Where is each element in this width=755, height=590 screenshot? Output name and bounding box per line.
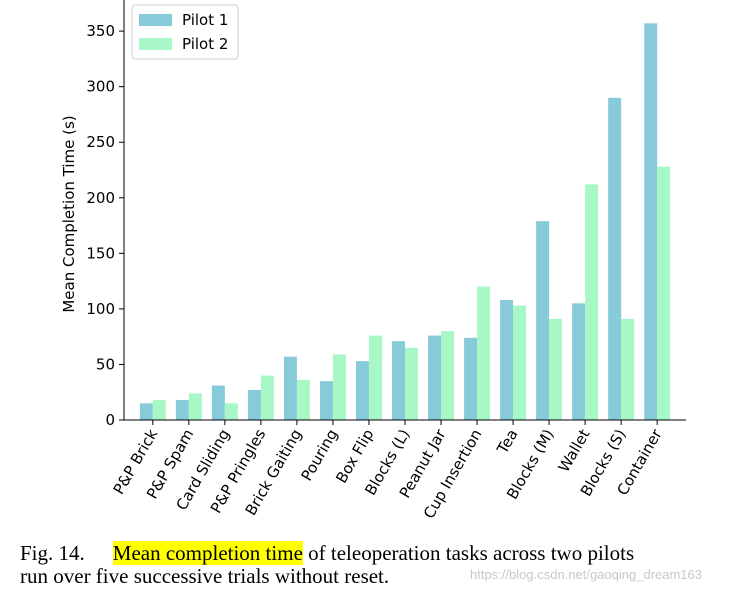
bar-1-4 [283, 356, 297, 420]
bar-2-2 [224, 403, 238, 420]
y-tick-label-150: 150 [86, 244, 115, 262]
bar-1-12 [572, 303, 586, 420]
legend: Pilot 1 Pilot 2 [131, 4, 239, 60]
bar-1-7 [392, 341, 405, 420]
bar-2-1 [188, 393, 202, 420]
bar-2-0 [152, 400, 166, 420]
bar-1-5 [319, 381, 333, 420]
x-tick-label-10: Tea [493, 426, 522, 458]
bars-group [139, 23, 671, 421]
bar-2-11 [549, 318, 563, 420]
bar-2-4 [296, 380, 310, 420]
bar-1-1 [175, 400, 189, 420]
bar-1-3 [247, 390, 261, 420]
bar-1-6 [356, 361, 369, 420]
x-tick-label-12: Wallet [555, 426, 594, 475]
bar-2-14 [657, 166, 671, 420]
bar-1-8 [428, 335, 442, 420]
y-tick-label-350: 350 [86, 22, 115, 40]
y-tick-label-300: 300 [86, 78, 115, 96]
bar-2-12 [585, 184, 599, 420]
bar-1-14 [644, 23, 658, 421]
bar-2-10 [513, 305, 527, 420]
y-axis-label: Mean Completion Time (s) [60, 115, 78, 312]
y-tick-label-50: 50 [96, 355, 115, 373]
y-tick-label-200: 200 [86, 189, 115, 207]
bar-2-8 [441, 331, 454, 420]
legend-swatch-2 [139, 38, 172, 50]
caption-highlight: Mean completion time [112, 541, 303, 565]
bar-2-6 [368, 335, 382, 420]
y-tick-label-0: 0 [105, 411, 115, 429]
y-axis: 0 50 100 150 200 250 300 350 [86, 0, 125, 429]
figure-caption: Fig. 14. Mean completion time of teleoper… [20, 541, 750, 588]
bar-1-0 [139, 403, 153, 420]
legend-swatch-1 [139, 14, 172, 26]
bar-2-13 [621, 318, 635, 420]
figure-label: Fig. 14. [20, 541, 85, 565]
bar-2-3 [260, 375, 274, 420]
bar-2-5 [332, 354, 346, 420]
bar-1-2 [211, 385, 225, 420]
legend-label-2: Pilot 2 [182, 35, 228, 53]
bar-2-7 [405, 347, 418, 420]
bar-1-10 [500, 300, 514, 420]
watermark-text: https://blog.csdn.net/gaoqing_dream163 [470, 567, 703, 582]
caption-text-line1: of teleoperation tasks across two pilots [302, 541, 635, 565]
bar-1-9 [464, 337, 478, 420]
bar-1-11 [536, 221, 550, 420]
bar-2-9 [477, 286, 491, 420]
legend-label-1: Pilot 1 [182, 11, 228, 29]
y-tick-label-100: 100 [86, 300, 115, 318]
y-tick-label-250: 250 [86, 133, 115, 151]
caption-text-line2: run over five successive trials without … [20, 564, 390, 588]
bar-1-13 [608, 97, 622, 420]
